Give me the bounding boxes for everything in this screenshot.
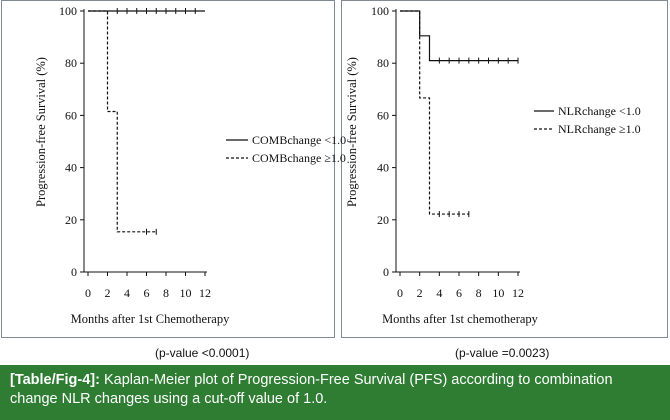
left-legend-label-0: COMBchange <1.0 bbox=[252, 133, 346, 147]
figure-caption: [Table/Fig-4]: Kaplan-Meier plot of Prog… bbox=[0, 365, 670, 420]
right-y-tick-label: 80 bbox=[377, 56, 389, 70]
left-x-tick-label: 8 bbox=[163, 286, 169, 300]
right-legend-label-1: NLRchange ≥1.0 bbox=[558, 122, 641, 136]
left-y-tick-label: 100 bbox=[59, 4, 77, 18]
left-panel-frame bbox=[1, 0, 335, 338]
right-series-0-curve bbox=[400, 10, 518, 62]
right-x-tick-label: 0 bbox=[397, 286, 403, 300]
left-series-1-curve bbox=[88, 10, 157, 233]
left-y-tick-label: 60 bbox=[65, 108, 77, 122]
left-y-tick-label: 40 bbox=[65, 161, 77, 175]
right-y-tick-label: 0 bbox=[383, 265, 389, 279]
left-x-tick-label: 2 bbox=[105, 286, 111, 300]
left-y-tick-label: 0 bbox=[71, 265, 77, 279]
right-x-tick-label: 8 bbox=[476, 286, 482, 300]
left-legend-label-1: COMBchange ≥1.0 bbox=[252, 151, 346, 165]
left-x-axis-label: Months after 1st Chemotherapy bbox=[71, 312, 230, 326]
right-x-tick-label: 4 bbox=[436, 286, 442, 300]
left-y-tick-label: 20 bbox=[65, 213, 77, 227]
right-x-tick-label: 2 bbox=[417, 286, 423, 300]
left-y-tick-label: 80 bbox=[65, 56, 77, 70]
left-x-tick-label: 12 bbox=[199, 286, 211, 300]
left-x-tick-label: 10 bbox=[180, 286, 192, 300]
left-x-tick-label: 4 bbox=[124, 286, 130, 300]
right-x-tick-label: 6 bbox=[456, 286, 462, 300]
right-y-tick-label: 40 bbox=[377, 161, 389, 175]
right-y-tick-label: 20 bbox=[377, 213, 389, 227]
p-value-left: (p-value <0.0001) bbox=[155, 346, 250, 360]
right-y-tick-label: 100 bbox=[371, 4, 389, 18]
right-x-axis-label: Months after 1st chemotherapy bbox=[382, 312, 539, 326]
right-y-axis-label: Progression-free Survival (%) bbox=[345, 57, 359, 207]
caption-text: Kaplan-Meier plot of Progression-Free Su… bbox=[10, 372, 613, 407]
p-value-right: (p-value =0.0023) bbox=[455, 346, 550, 360]
right-x-tick-label: 12 bbox=[512, 286, 524, 300]
left-x-tick-label: 6 bbox=[144, 286, 150, 300]
right-legend-label-0: NLRchange <1.0 bbox=[558, 104, 641, 118]
right-series-1-curve bbox=[400, 10, 469, 215]
left-x-tick-label: 0 bbox=[85, 286, 91, 300]
right-x-tick-label: 10 bbox=[492, 286, 504, 300]
left-y-axis-label: Progression-free Survival (%) bbox=[34, 57, 48, 207]
caption-label: [Table/Fig-4]: bbox=[10, 372, 100, 388]
right-y-tick-label: 60 bbox=[377, 108, 389, 122]
